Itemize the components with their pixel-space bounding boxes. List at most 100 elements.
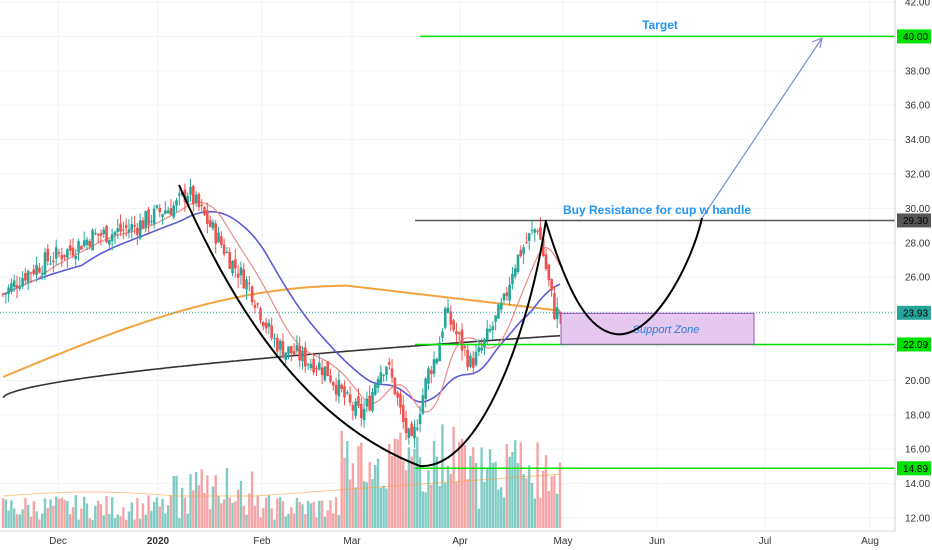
candle-body xyxy=(326,361,329,377)
volume-bar xyxy=(1,498,5,528)
volume-bar xyxy=(152,501,156,528)
y-tick-label: 20.00 xyxy=(905,376,930,387)
y-tick-label: 38.00 xyxy=(905,66,930,77)
ma-20-line xyxy=(2,201,561,413)
volume-bar xyxy=(250,471,254,528)
volume-bar xyxy=(544,455,548,528)
candle-body xyxy=(203,207,206,215)
volume-bar xyxy=(180,487,184,528)
candle-body xyxy=(172,205,176,218)
volume-bar xyxy=(536,442,539,528)
volume-bar xyxy=(220,503,223,528)
candle-body xyxy=(124,224,128,229)
volume-bar xyxy=(421,491,425,528)
candle-body xyxy=(1,293,5,295)
x-tick-label: Feb xyxy=(253,536,271,547)
candle-body xyxy=(368,395,371,411)
x-tick-label: Aug xyxy=(861,536,879,547)
volume-bar xyxy=(18,514,21,528)
volume-bar xyxy=(284,516,287,528)
candle-body xyxy=(68,245,72,251)
candle-body xyxy=(449,311,453,325)
grid xyxy=(0,0,895,530)
volume-bar xyxy=(547,491,551,528)
volume-bar xyxy=(222,499,226,528)
candle-body xyxy=(505,292,509,296)
candle-body xyxy=(38,267,41,273)
volume-bar xyxy=(63,499,66,528)
candle-body xyxy=(525,242,528,244)
candle-body xyxy=(499,302,503,310)
volume-bar xyxy=(539,497,542,528)
candle-body xyxy=(66,249,69,258)
price-tag-bg xyxy=(897,461,931,476)
candle-body xyxy=(88,240,92,247)
x-tick-label: Mar xyxy=(343,536,361,547)
candle-body xyxy=(438,342,441,362)
candle-body xyxy=(365,398,369,407)
volume-bar xyxy=(7,510,10,528)
volume-bar xyxy=(368,462,371,528)
candle-body xyxy=(407,428,411,439)
price-tag-bg xyxy=(897,305,931,320)
candle-body xyxy=(477,347,481,352)
volume-bar xyxy=(122,507,125,528)
candle-body xyxy=(136,227,139,235)
y-tick-label: 14.00 xyxy=(905,479,930,490)
candle-body xyxy=(530,229,534,232)
candle-body xyxy=(276,338,279,352)
resistance-label: Buy Resistance for cup w handle xyxy=(563,203,751,217)
candle-body xyxy=(519,249,523,257)
volume-bar xyxy=(110,497,114,528)
candle-body xyxy=(393,377,397,395)
candle-body xyxy=(99,233,103,236)
volume-bar xyxy=(74,495,77,528)
volume-bar xyxy=(530,482,534,528)
volume-bar xyxy=(290,507,293,528)
candle-body xyxy=(222,244,226,255)
candle-body xyxy=(522,247,525,254)
volume-bar xyxy=(281,501,285,528)
volume-bar xyxy=(483,481,486,528)
candle-body xyxy=(527,233,531,241)
candle-body xyxy=(63,254,66,258)
candle-body xyxy=(217,232,220,243)
volume-bar xyxy=(528,465,531,528)
candle-body xyxy=(273,338,276,340)
candle-body xyxy=(429,370,433,374)
candle-body xyxy=(152,208,156,225)
ma-200-line xyxy=(2,334,561,399)
support-zone xyxy=(560,312,755,345)
candle-body xyxy=(455,331,458,335)
volume-bar xyxy=(390,455,394,528)
volume-bar xyxy=(525,478,528,528)
ma-50-line xyxy=(2,210,561,403)
candle-body xyxy=(96,233,100,236)
candle-body xyxy=(94,232,97,235)
price-axis: 12.0014.0016.0018.0020.0022.0024.0026.00… xyxy=(894,0,932,550)
candle-body xyxy=(421,395,425,414)
volume-bar xyxy=(189,474,192,528)
candle-body xyxy=(424,378,427,399)
candle-body xyxy=(80,245,83,250)
volume-bar xyxy=(192,490,195,528)
target-arrow-head xyxy=(811,37,823,49)
candle-body xyxy=(127,229,131,233)
volume-bar xyxy=(393,438,397,528)
volume-bar xyxy=(225,467,229,528)
volume-bar xyxy=(108,514,111,528)
volume-bar xyxy=(399,432,402,528)
volume-bar xyxy=(10,500,13,528)
volume-bar xyxy=(505,444,509,528)
volume-bar xyxy=(236,489,240,528)
candle-body xyxy=(169,208,173,215)
volume-bar xyxy=(323,516,327,528)
candle-body xyxy=(401,404,405,422)
candle-body xyxy=(306,363,310,366)
candle-body xyxy=(57,252,61,254)
volume-bar xyxy=(315,517,318,528)
volume-bar xyxy=(21,509,24,528)
candle-body xyxy=(508,284,511,301)
candle-body xyxy=(359,403,363,418)
candle-body xyxy=(267,322,271,327)
